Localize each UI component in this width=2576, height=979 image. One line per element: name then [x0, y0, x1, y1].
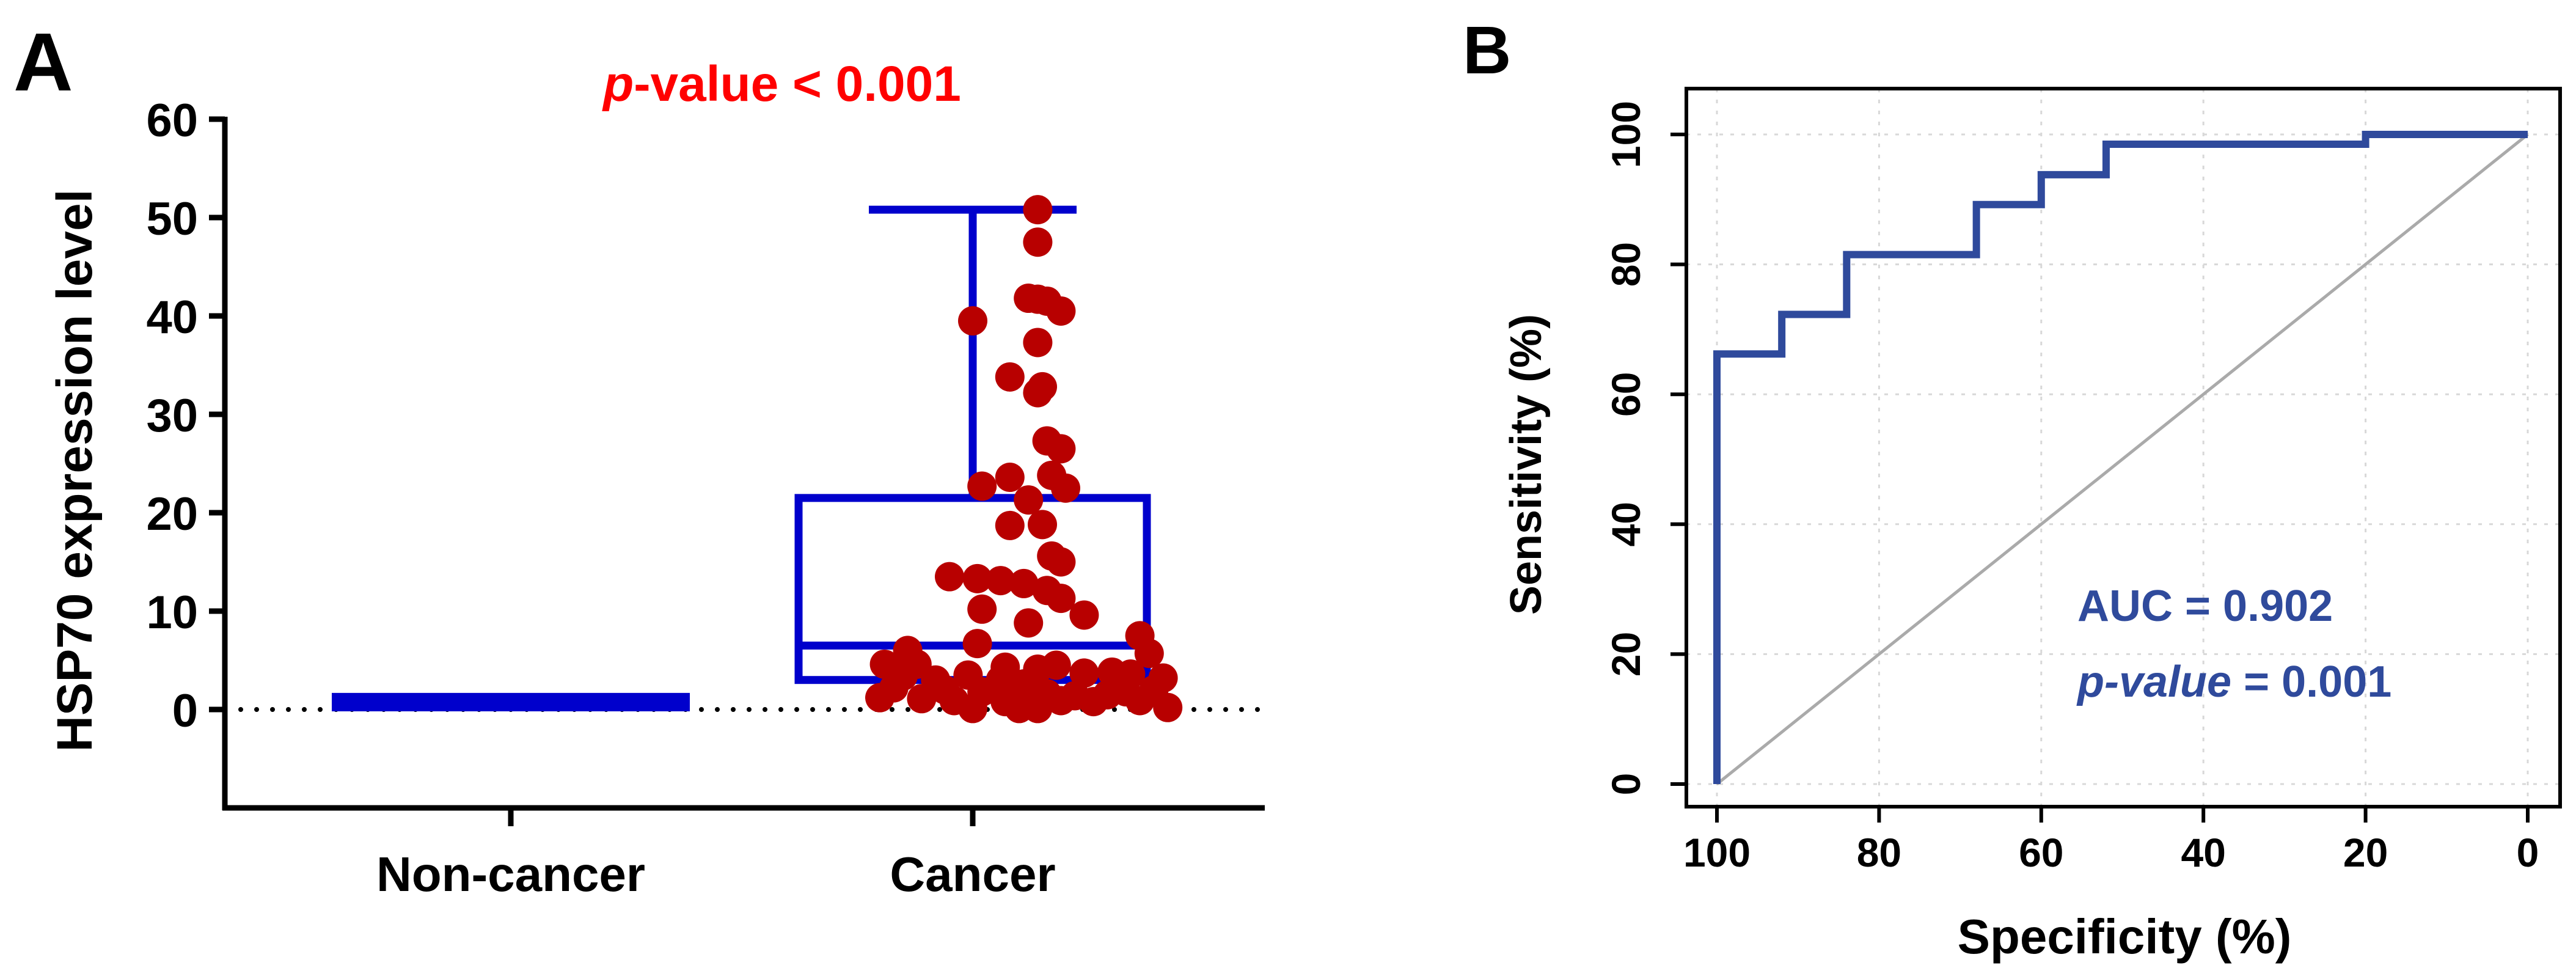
panel-a-data-point [962, 629, 992, 659]
panel-a-data-point [1069, 600, 1099, 630]
panel-a-data-point [958, 306, 987, 336]
panel-b-y-axis-label: Sensitivity (%) [1502, 314, 1551, 615]
panel-b-auc-annotation: AUC = 0.902 [2077, 582, 2333, 631]
panel-a-data-point [935, 562, 964, 592]
panel-a-data-point [962, 563, 992, 593]
panel-a-data-point [1014, 485, 1044, 515]
panel-a-data-point [995, 463, 1025, 493]
panel-a-y-axis-label: HSP70 expression level [47, 189, 103, 752]
panel-a-y-tick-label: 40 [146, 292, 198, 343]
panel-a-data-point [1023, 195, 1053, 225]
panel-b-y-tick-label: 0 [1603, 773, 1648, 796]
panel-a-data-point [1023, 227, 1053, 257]
panel-a-data-point [1125, 686, 1155, 716]
panel-b-lines [1713, 131, 2529, 785]
panel-a-x-ticks: Non-cancer Cancer [376, 808, 1056, 901]
panel-a-data-point [1046, 686, 1076, 716]
panel-b-y-tick-label: 20 [1603, 632, 1648, 676]
panel-a-box-non-cancer [332, 692, 690, 711]
panel-a-axes [222, 117, 1265, 811]
panel-b-y-tick-label: 60 [1603, 372, 1648, 416]
panel-a-y-tick-label: 20 [146, 488, 198, 540]
panel-a-y-tick-label: 0 [172, 685, 198, 737]
panel-a-letter: A [13, 16, 73, 108]
panel-a-data-point [1051, 473, 1080, 503]
panel-a-y-tick-label: 50 [146, 193, 198, 245]
panel-a-data-point [995, 510, 1025, 540]
panel-a-data-point [1028, 510, 1057, 540]
panel-b-frame [1685, 87, 2562, 809]
panel-b-ticks: 100 80 60 40 20 0 0 20 40 60 80 100 [1603, 101, 2539, 875]
panel-b-pvalue-rest: = 0.001 [2231, 658, 2391, 706]
panel-a-title-italic: p [602, 56, 634, 112]
panel-a-points [865, 195, 1183, 724]
panel-b-letter: B [1463, 13, 1511, 88]
panel-a-data-point [967, 471, 997, 501]
panel-b-roc-curve [1713, 131, 2528, 784]
panel-b-x-tick-label: 40 [2181, 830, 2225, 875]
panel-a-title: p-value < 0.001 [602, 56, 961, 112]
panel-a-x-tick-label: Cancer [890, 847, 1055, 901]
panel-a-data-point [865, 683, 895, 713]
panel-a-data-point [907, 684, 937, 714]
panel-a-data-point [995, 362, 1025, 392]
panel-b-x-tick-label: 60 [2019, 830, 2063, 875]
panel-a-data-point [1023, 694, 1053, 724]
panel-b-x-tick-label: 80 [1857, 830, 1901, 875]
panel-b-x-axis-label: Specificity (%) [1958, 909, 2292, 964]
panel-a-data-point [1153, 692, 1183, 722]
panel-a-data-point [986, 566, 1015, 596]
panel-a-data-point [1078, 687, 1108, 717]
panel-a-data-point [1046, 584, 1076, 614]
panel-a-data-point [1023, 378, 1053, 408]
panel-b: B Sensitivity (%) Specificity (%) 100 80 6… [1463, 13, 2562, 964]
panel-a: A p-value < 0.001 HSP70 expression level… [13, 16, 1267, 901]
panel-a-data-point [1023, 328, 1053, 358]
panel-a-title-rest: -value < 0.001 [634, 56, 961, 112]
panel-b-y-tick-label: 100 [1603, 101, 1648, 168]
panel-a-data-point [958, 694, 987, 724]
panel-a-data-point [1037, 541, 1067, 571]
panel-b-pvalue-italic: p-value [2076, 658, 2231, 706]
panel-b-x-tick-label: 0 [2517, 830, 2539, 875]
panel-a-data-point [1014, 608, 1044, 638]
panel-a-data-point [1046, 434, 1076, 464]
panel-a-data-point [967, 594, 997, 624]
panel-b-y-tick-label: 40 [1603, 502, 1648, 546]
panel-b-plot-frame [1685, 87, 2562, 809]
panel-a-y-tick-label: 30 [146, 390, 198, 442]
panel-b-x-tick-label: 100 [1683, 830, 1751, 875]
panel-a-data-point [1134, 639, 1164, 669]
panel-a-y-tick-label: 10 [146, 587, 198, 639]
panel-a-y-ticks: 0 10 20 30 40 50 60 [146, 95, 225, 737]
panel-b-reference-diagonal [1716, 133, 2529, 785]
panel-a-data-point [1009, 568, 1039, 598]
panel-a-data-point [1046, 296, 1076, 326]
panel-a-data-point [1069, 658, 1099, 688]
panel-b-pvalue-annotation: p-value = 0.001 [2076, 658, 2391, 706]
panel-a-data-point [1041, 650, 1071, 680]
panel-b-y-tick-label: 80 [1603, 242, 1648, 287]
panel-a-data-point [1014, 284, 1044, 314]
panel-a-x-tick-label: Non-cancer [376, 847, 645, 901]
panel-a-y-tick-label: 60 [146, 95, 198, 147]
panel-b-x-tick-label: 20 [2343, 830, 2388, 875]
